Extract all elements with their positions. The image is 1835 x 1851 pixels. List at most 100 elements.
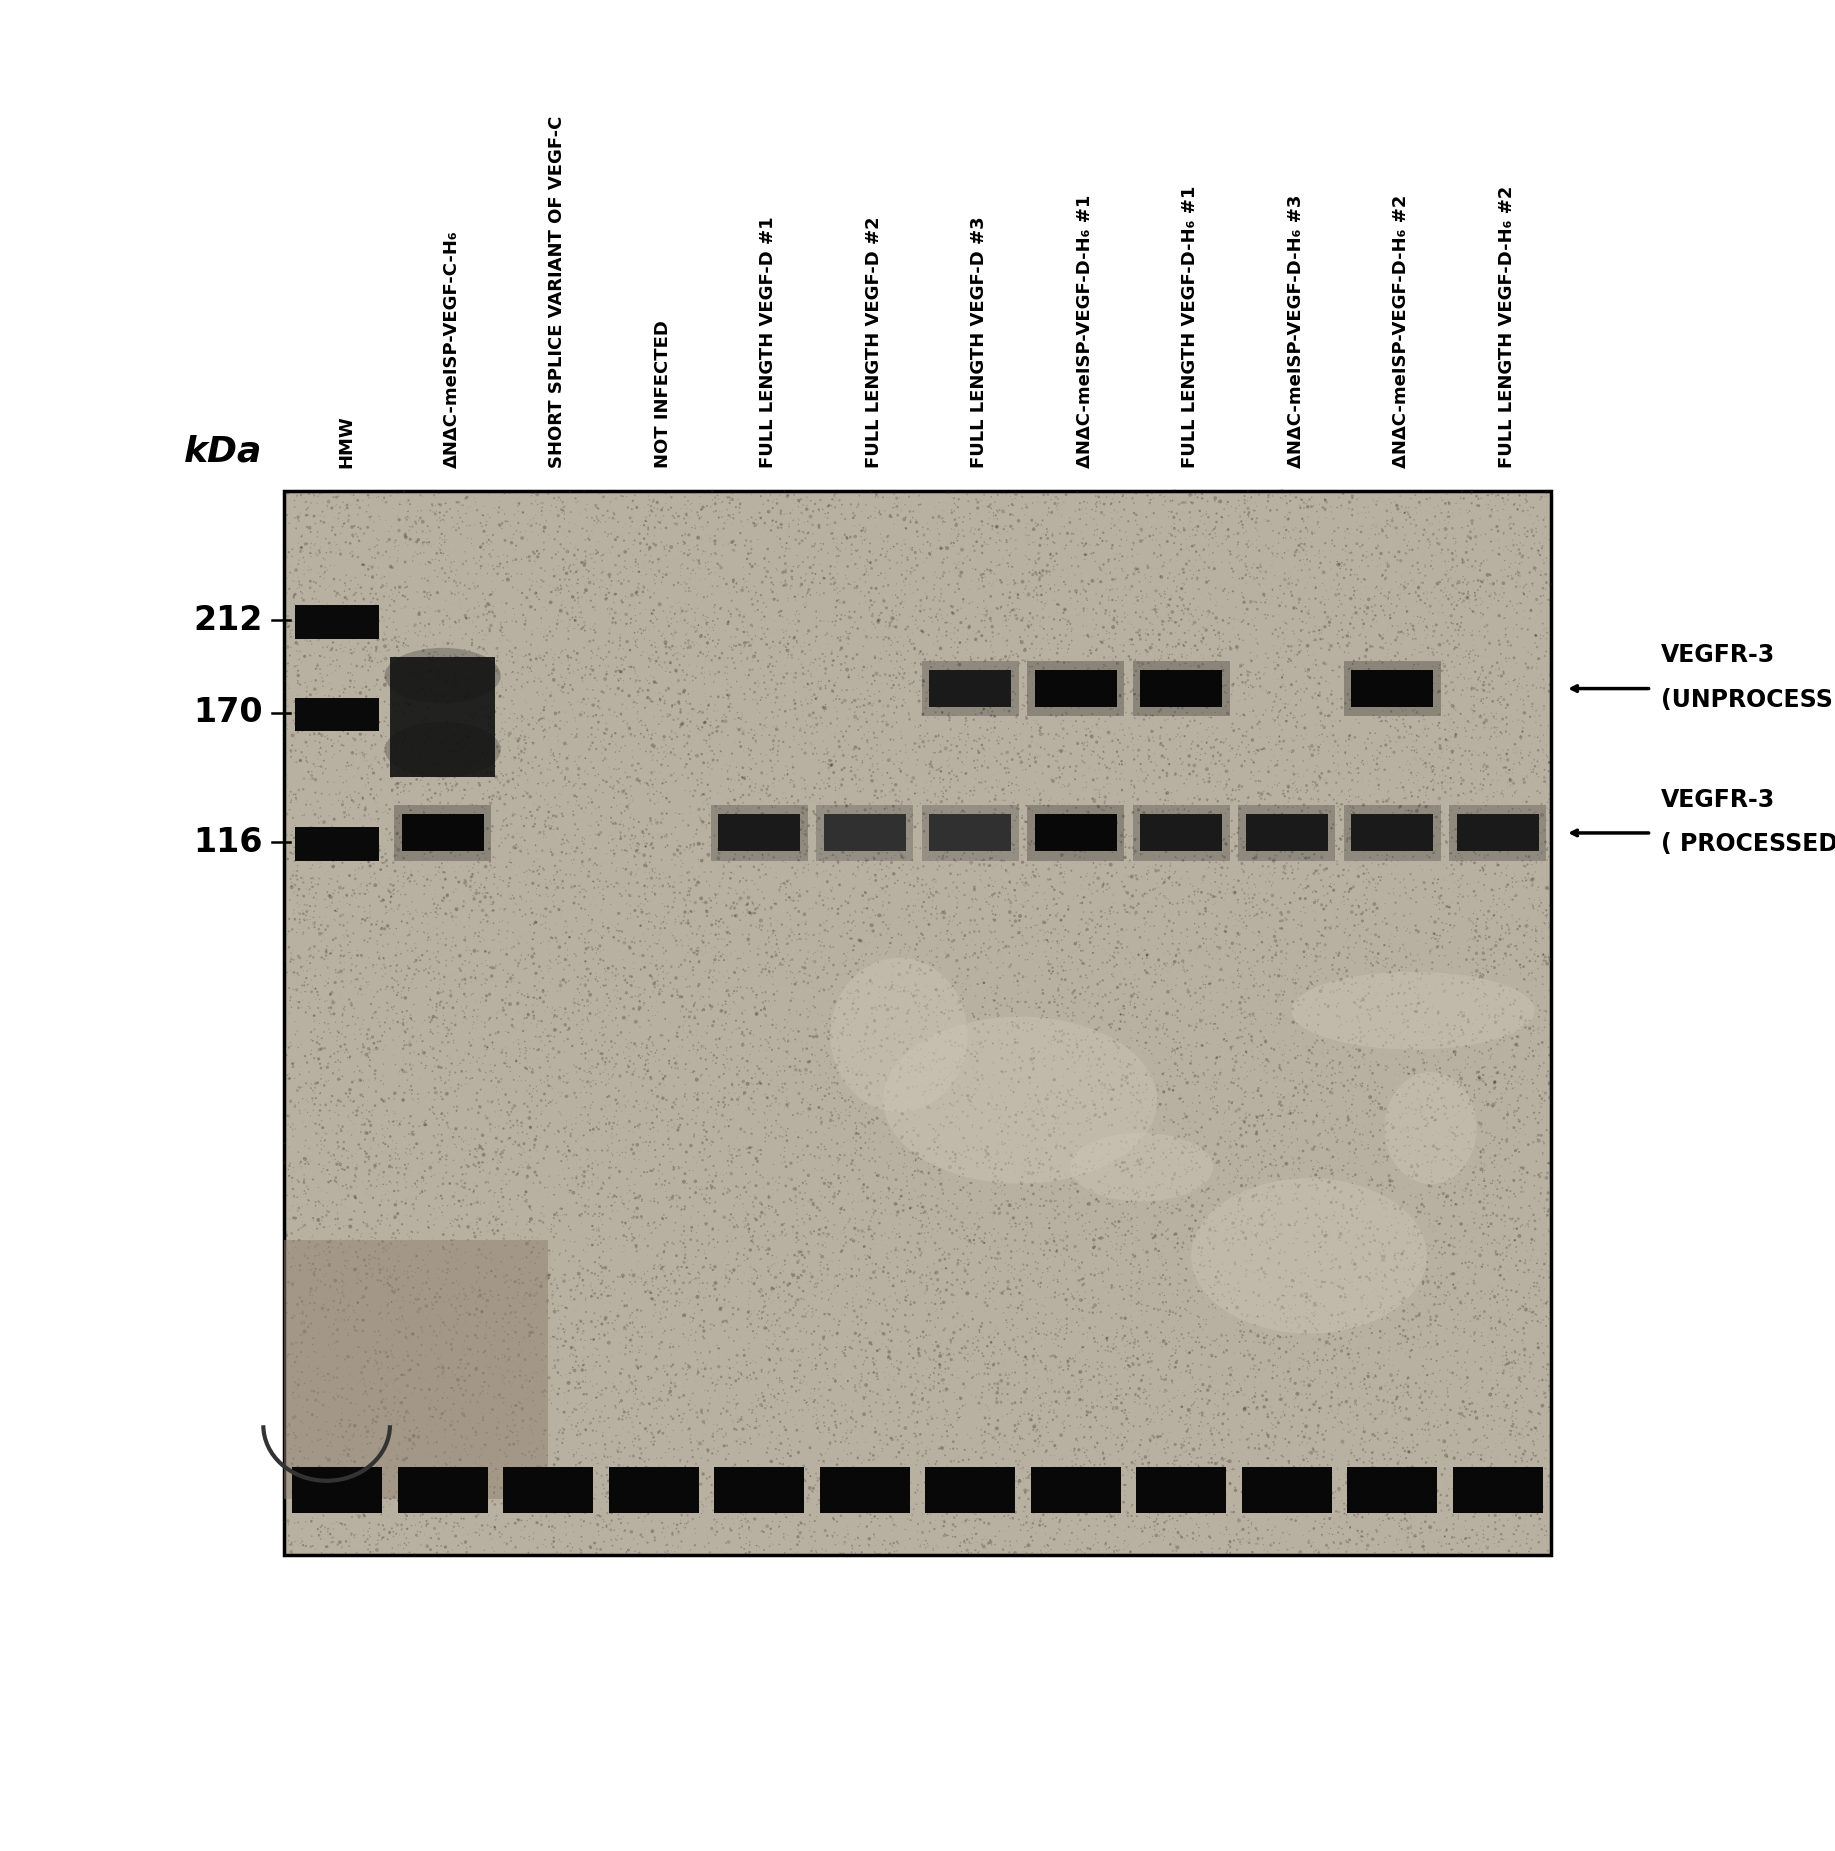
Point — [1301, 1035, 1330, 1064]
Point — [1277, 1412, 1307, 1442]
Point — [813, 731, 842, 761]
Point — [1171, 1120, 1200, 1149]
Point — [635, 914, 664, 944]
Point — [615, 1418, 644, 1447]
Point — [756, 1520, 785, 1549]
Point — [639, 772, 668, 801]
Point — [396, 864, 426, 894]
Point — [424, 1518, 453, 1547]
Point — [765, 498, 795, 528]
Point — [571, 961, 600, 990]
Point — [1288, 1409, 1318, 1438]
Point — [862, 1081, 892, 1111]
Point — [967, 1216, 996, 1246]
Point — [644, 926, 673, 955]
Point — [1297, 1366, 1327, 1396]
Point — [371, 505, 400, 535]
Point — [339, 1523, 369, 1553]
Point — [949, 1155, 978, 1185]
Point — [1521, 798, 1551, 827]
Point — [929, 1386, 958, 1416]
Point — [1435, 1279, 1464, 1309]
Point — [1143, 855, 1173, 885]
Point — [466, 533, 495, 563]
Point — [688, 996, 717, 1025]
Point — [389, 1085, 418, 1114]
Point — [1004, 642, 1033, 672]
Point — [1429, 1074, 1459, 1103]
Point — [633, 720, 662, 750]
Point — [672, 1050, 701, 1079]
Point — [705, 626, 734, 655]
Point — [1439, 1055, 1468, 1085]
Point — [1330, 594, 1360, 624]
Point — [639, 1264, 668, 1294]
Point — [701, 1186, 730, 1216]
Point — [435, 1451, 464, 1481]
Point — [754, 987, 784, 1016]
Point — [811, 748, 840, 777]
Point — [506, 1459, 536, 1488]
Point — [1064, 1236, 1094, 1266]
Point — [1198, 718, 1228, 748]
Point — [1411, 874, 1440, 903]
Point — [1365, 483, 1395, 513]
Point — [391, 507, 420, 537]
Point — [1415, 1020, 1444, 1050]
Point — [1308, 872, 1338, 901]
Point — [1450, 1477, 1479, 1507]
Point — [444, 1370, 473, 1399]
Point — [1255, 983, 1284, 1012]
Point — [1442, 640, 1472, 670]
Point — [892, 1035, 921, 1064]
Point — [1283, 987, 1312, 1016]
Point — [1242, 1181, 1272, 1211]
Point — [479, 520, 508, 550]
Point — [1367, 1470, 1396, 1499]
Point — [310, 1090, 339, 1120]
Point — [780, 877, 809, 907]
Point — [1053, 1079, 1083, 1109]
Point — [499, 1012, 528, 1042]
Point — [971, 1348, 1000, 1377]
Point — [517, 1312, 547, 1342]
Point — [850, 652, 879, 681]
Point — [1061, 757, 1090, 787]
Point — [1426, 881, 1455, 911]
Point — [976, 1185, 1006, 1214]
Point — [1409, 746, 1439, 776]
Point — [490, 1162, 519, 1192]
Point — [365, 1190, 395, 1220]
Point — [1332, 1266, 1362, 1296]
Point — [620, 1170, 650, 1199]
Point — [1149, 502, 1178, 531]
Point — [732, 876, 762, 905]
Point — [415, 724, 444, 753]
Point — [499, 1111, 528, 1140]
Point — [356, 642, 385, 672]
Point — [1349, 1281, 1378, 1311]
Point — [550, 592, 580, 622]
Point — [1215, 1033, 1244, 1062]
Point — [741, 820, 771, 850]
Point — [1119, 840, 1149, 870]
Point — [479, 1457, 508, 1486]
Point — [470, 1336, 499, 1366]
Point — [475, 1207, 505, 1236]
Point — [780, 985, 809, 1014]
Point — [661, 509, 690, 539]
Point — [352, 759, 382, 789]
Point — [516, 644, 545, 674]
Point — [1207, 1409, 1237, 1438]
Point — [1116, 1301, 1145, 1331]
Point — [1255, 957, 1284, 987]
Point — [831, 1485, 861, 1514]
Point — [873, 1359, 903, 1388]
Point — [1206, 1192, 1235, 1222]
Point — [864, 901, 894, 931]
Point — [1406, 1218, 1435, 1248]
Point — [1024, 709, 1053, 739]
Point — [1529, 938, 1558, 968]
Point — [593, 1466, 622, 1496]
Point — [1084, 1066, 1114, 1096]
